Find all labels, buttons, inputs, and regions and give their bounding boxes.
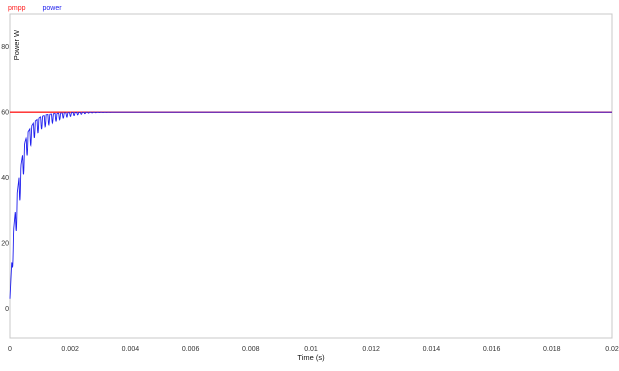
x-tick-label: 0 (8, 346, 12, 353)
x-tick-label: 0.004 (122, 346, 140, 353)
legend-entry-pmpp: pmpp (8, 5, 26, 12)
legend: pmpp power (8, 2, 62, 16)
y-tick-label: 80 (1, 44, 9, 51)
x-tick-label: 0.016 (483, 346, 501, 353)
x-tick-label: 0.018 (543, 346, 561, 353)
x-tick-label: 0.008 (242, 346, 260, 353)
legend-entry-power: power (42, 5, 62, 12)
y-axis-label: Power W (12, 29, 21, 60)
x-axis-label: Time (s) (297, 353, 325, 362)
y-tick-label: 60 (1, 110, 9, 117)
plot-frame (9, 13, 613, 339)
y-tick-label: 0 (5, 306, 9, 313)
x-tick-label: 0.012 (362, 346, 380, 353)
x-tick-label: 0.02 (605, 346, 619, 353)
tick-labels: 0 0.002 0.004 0.006 0.008 0.01 0.012 0.014 0.016… (1, 44, 619, 353)
x-tick-label: 0.01 (304, 346, 318, 353)
y-tick-label: 40 (1, 175, 9, 182)
y-tick-label: 20 (1, 241, 9, 248)
plot-area (9, 13, 613, 339)
x-tick-label: 0.002 (61, 346, 79, 353)
x-tick-label: 0.006 (182, 346, 200, 353)
series-layer (9, 111, 612, 299)
x-tick-label: 0.014 (423, 346, 441, 353)
series-line-power (9, 111, 612, 299)
